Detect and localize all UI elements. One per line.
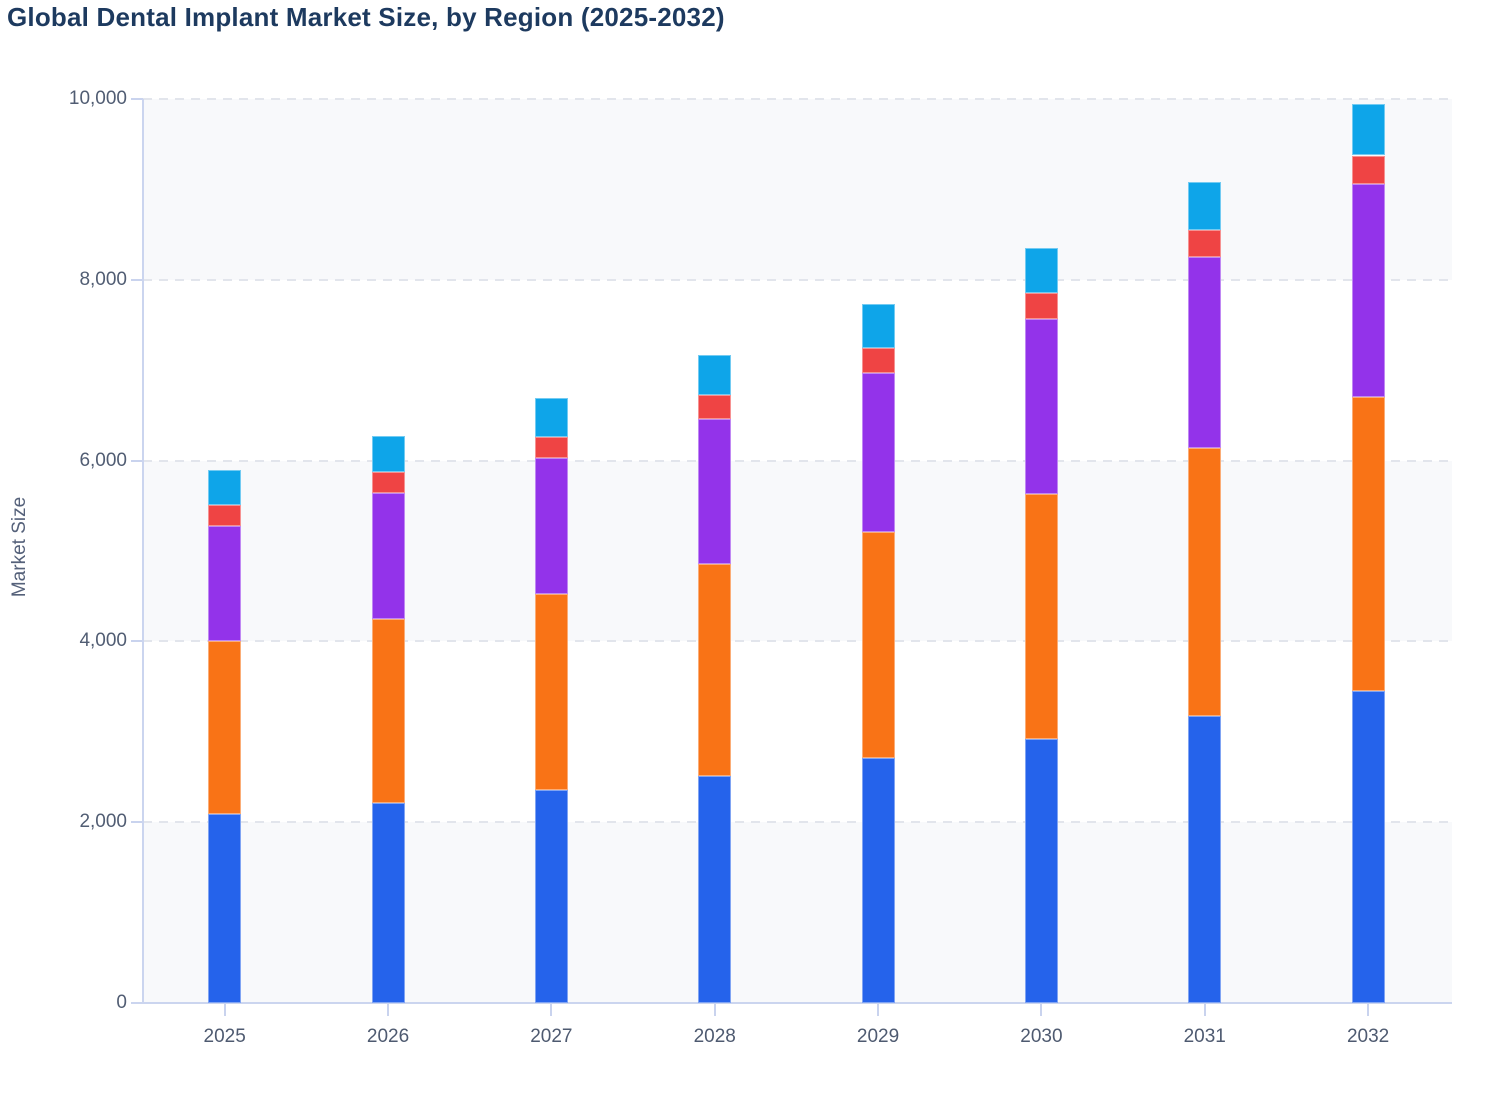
bar-segment-blue-bottom-segment[interactable]: [861, 758, 895, 1003]
bar-segment-purple-segment[interactable]: [1188, 257, 1222, 448]
gridline-2000: [143, 821, 1452, 824]
bar-segment-purple-segment[interactable]: [698, 418, 732, 565]
x-tick-label-2026: 2026: [366, 1026, 410, 1047]
x-tick-label-2027: 2027: [530, 1026, 573, 1047]
x-tick-mark: [1367, 1004, 1370, 1016]
y-tick-mark: [131, 640, 143, 643]
x-tick-label-2031: 2031: [1183, 1026, 1226, 1047]
bar-segment-orange-segment[interactable]: [861, 532, 895, 759]
bar-segment-red-segment[interactable]: [861, 348, 895, 373]
gridline-4000: [143, 640, 1452, 643]
bar-segment-red-segment[interactable]: [1024, 292, 1058, 320]
x-tick-mark: [223, 1004, 226, 1016]
gridline-10000: [143, 98, 1452, 100]
x-tick-mark: [1040, 1004, 1043, 1016]
x-tick-mark: [387, 1004, 390, 1016]
y-tick-mark: [131, 98, 143, 100]
x-tick-mark: [877, 1004, 880, 1016]
bar-segment-orange-segment[interactable]: [371, 618, 405, 804]
plot-background-band: [143, 99, 1452, 280]
bar-segment-cyan-top-segment[interactable]: [371, 436, 405, 473]
plot-background-band: [143, 641, 1452, 823]
bar-segment-orange-segment[interactable]: [1351, 397, 1385, 691]
bar-segment-orange-segment[interactable]: [534, 593, 568, 790]
bar-segment-blue-bottom-segment[interactable]: [371, 803, 405, 1003]
bar-segment-orange-segment[interactable]: [1024, 493, 1058, 740]
chart-title: Global Dental Implant Market Size, by Re…: [7, 2, 725, 32]
bar-segment-cyan-top-segment[interactable]: [698, 354, 732, 396]
y-tick-label: 8,000: [79, 268, 127, 290]
bar-segment-purple-segment[interactable]: [371, 493, 405, 619]
bar-segment-cyan-top-segment[interactable]: [208, 470, 242, 506]
bar-segment-blue-bottom-segment[interactable]: [1188, 716, 1222, 1003]
y-tick-label: 4,000: [79, 630, 127, 652]
bar-segment-orange-segment[interactable]: [208, 641, 242, 815]
bar-segment-purple-segment[interactable]: [1351, 184, 1385, 398]
x-tick-mark: [1203, 1004, 1206, 1016]
x-tick-label-2029: 2029: [856, 1026, 900, 1047]
bar-segment-cyan-top-segment[interactable]: [1351, 103, 1385, 156]
x-tick-label-2030: 2030: [1020, 1026, 1063, 1047]
bar-segment-red-segment[interactable]: [698, 395, 732, 419]
bar-segment-blue-bottom-segment[interactable]: [1351, 690, 1385, 1003]
bar-segment-blue-bottom-segment[interactable]: [1024, 739, 1058, 1003]
plot-background-band: [143, 460, 1452, 642]
gridline-6000: [143, 459, 1452, 462]
plot-background-band: [143, 279, 1452, 461]
y-tick-label: 2,000: [79, 811, 127, 833]
bar-segment-orange-segment[interactable]: [698, 564, 732, 776]
x-tick-mark: [713, 1004, 716, 1016]
x-tick-mark: [550, 1004, 553, 1016]
plot-background-band: [143, 822, 1452, 1003]
y-tick-mark: [131, 459, 143, 462]
y-tick-label: 0: [116, 992, 127, 1013]
bar-segment-purple-segment[interactable]: [861, 372, 895, 533]
y-tick-mark: [131, 278, 143, 281]
x-axis-line: [131, 1002, 1452, 1004]
bar-segment-blue-bottom-segment[interactable]: [534, 789, 568, 1003]
bar-segment-red-segment[interactable]: [208, 505, 242, 526]
bar-segment-orange-segment[interactable]: [1188, 447, 1222, 717]
bar-segment-cyan-top-segment[interactable]: [534, 398, 568, 437]
y-tick-label: 6,000: [79, 449, 127, 471]
gridline-8000: [143, 278, 1452, 281]
bar-segment-cyan-top-segment[interactable]: [1024, 247, 1058, 293]
bar-segment-blue-bottom-segment[interactable]: [208, 814, 242, 1003]
x-tick-label-2028: 2028: [693, 1026, 736, 1047]
bar-segment-purple-segment[interactable]: [1024, 319, 1058, 494]
bar-segment-red-segment[interactable]: [1351, 155, 1385, 185]
y-tick-mark: [131, 821, 143, 824]
y-axis-line: [142, 99, 144, 1004]
x-tick-label-2025: 2025: [203, 1026, 246, 1047]
bar-segment-red-segment[interactable]: [371, 472, 405, 494]
y-tick-label: 10,000: [68, 88, 127, 109]
bar-segment-cyan-top-segment[interactable]: [1188, 181, 1222, 230]
bar-segment-red-segment[interactable]: [1188, 229, 1222, 258]
bar-segment-cyan-top-segment[interactable]: [861, 304, 895, 349]
bar-segment-red-segment[interactable]: [534, 436, 568, 458]
bar-segment-purple-segment[interactable]: [534, 457, 568, 594]
x-tick-label-2032: 2032: [1346, 1026, 1390, 1047]
bar-segment-purple-segment[interactable]: [208, 525, 242, 642]
bar-segment-blue-bottom-segment[interactable]: [698, 775, 732, 1003]
